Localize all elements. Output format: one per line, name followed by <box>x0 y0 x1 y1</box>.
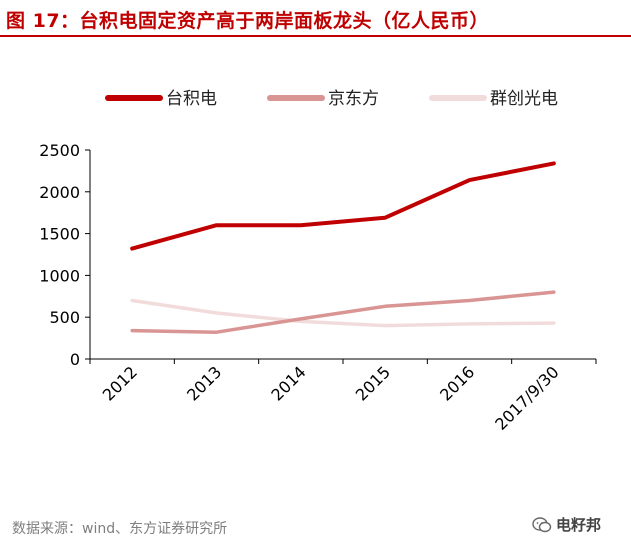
legend-label: 群创光电 <box>490 89 558 109</box>
y-tick-label: 2500 <box>39 141 80 160</box>
chart-title: 图 17：台积电固定资产高于两岸面板龙头（亿人民币） <box>6 6 489 33</box>
series-line <box>132 163 554 248</box>
source-note: 数据来源：wind、东方证券研究所 <box>12 518 227 538</box>
legend-label: 台积电 <box>166 89 217 109</box>
title-divider <box>0 35 631 37</box>
x-tick-label: 2016 <box>436 362 478 404</box>
y-tick-label: 0 <box>70 350 80 369</box>
y-tick-label: 500 <box>49 308 80 327</box>
x-tick-label: 2013 <box>183 362 225 404</box>
y-tick-label: 2000 <box>39 183 80 202</box>
x-tick-label: 2014 <box>267 362 309 404</box>
y-tick-label: 1500 <box>39 225 80 244</box>
x-tick-label: 2012 <box>99 362 141 404</box>
x-tick-label: 2015 <box>352 362 394 404</box>
series-line <box>132 292 554 332</box>
line-chart: 台积电 京东方 群创光电 0 500 1000 1500 2000 2500 2012 2013 20… <box>0 40 631 510</box>
y-tick-label: 1000 <box>39 266 80 285</box>
wechat-icon <box>532 515 552 535</box>
watermark: 电籽邦 <box>532 514 601 535</box>
x-tick-label: 2017/9/30 <box>491 362 562 433</box>
watermark-text: 电籽邦 <box>556 514 601 535</box>
legend-label: 京东方 <box>328 89 379 109</box>
title-bar: 图 17：台积电固定资产高于两岸面板龙头（亿人民币） <box>0 0 631 36</box>
